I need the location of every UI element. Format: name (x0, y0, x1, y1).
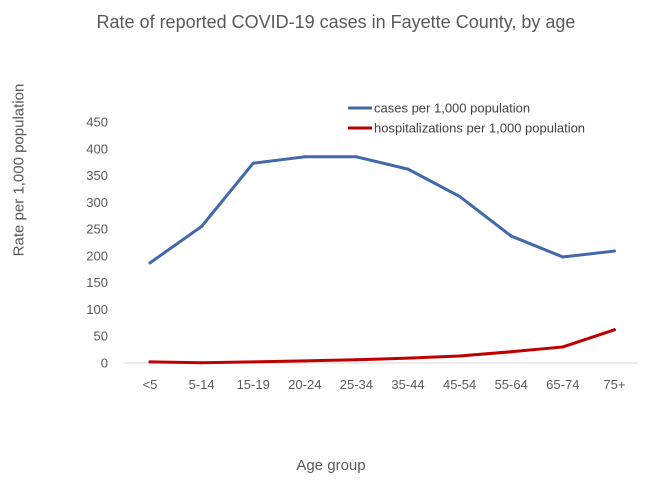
data-point (354, 155, 358, 159)
y-tick-label: 350 (86, 168, 108, 183)
data-point (458, 354, 462, 358)
axis-layer: 0 50 100 150 200 250 300 350 400 450 <5 5-14 15-19 20… (86, 115, 638, 392)
x-tick-label: 65-74 (546, 377, 579, 392)
data-point (148, 261, 152, 265)
y-tick-label: 150 (86, 275, 108, 290)
data-point (251, 161, 255, 165)
y-tick-label: 0 (101, 356, 108, 371)
data-point (200, 224, 204, 228)
y-tick-label: 200 (86, 248, 108, 263)
data-point (612, 328, 616, 332)
data-point (509, 350, 513, 354)
x-tick-label: 20-24 (288, 377, 321, 392)
y-tick-label: 450 (86, 115, 108, 130)
chart-title: Rate of reported COVID-19 cases in Fayet… (96, 12, 576, 32)
data-point (303, 359, 307, 363)
data-point (458, 194, 462, 198)
data-point (251, 360, 255, 364)
x-tick-label: 5-14 (189, 377, 215, 392)
x-tick-label: 45-54 (443, 377, 476, 392)
legend: cases per 1,000 population hospitalizatio… (348, 101, 585, 136)
y-tick-label: 100 (86, 302, 108, 317)
data-point (509, 234, 513, 238)
data-point (612, 249, 616, 253)
series-line-hospitalizations (148, 328, 616, 365)
data-point (354, 358, 358, 362)
y-tick-label: 400 (86, 141, 108, 156)
y-tick-label: 250 (86, 222, 108, 237)
x-tick-label: 75+ (603, 377, 625, 392)
x-axis-label-wrap: Age group (0, 457, 672, 474)
y-tick-label: 50 (94, 329, 108, 344)
legend-entry-label: hospitalizations per 1,000 population (374, 121, 585, 136)
x-tick-label: 35-44 (391, 377, 424, 392)
x-axis-label: Age group (296, 457, 366, 474)
data-point (406, 356, 410, 360)
legend-entry-label: cases per 1,000 population (374, 101, 530, 116)
data-point (303, 155, 307, 159)
data-point (561, 255, 565, 259)
series-line-cases (148, 155, 616, 265)
data-point (406, 167, 410, 171)
data-point (200, 361, 204, 365)
data-point (561, 345, 565, 349)
data-point (148, 360, 152, 364)
x-tick-label: <5 (143, 377, 158, 392)
series-layer (148, 155, 616, 365)
x-tick-label: 25-34 (340, 377, 373, 392)
x-tick-label: 15-19 (237, 377, 270, 392)
x-tick-label: 55-64 (495, 377, 528, 392)
y-tick-label: 300 (86, 195, 108, 210)
